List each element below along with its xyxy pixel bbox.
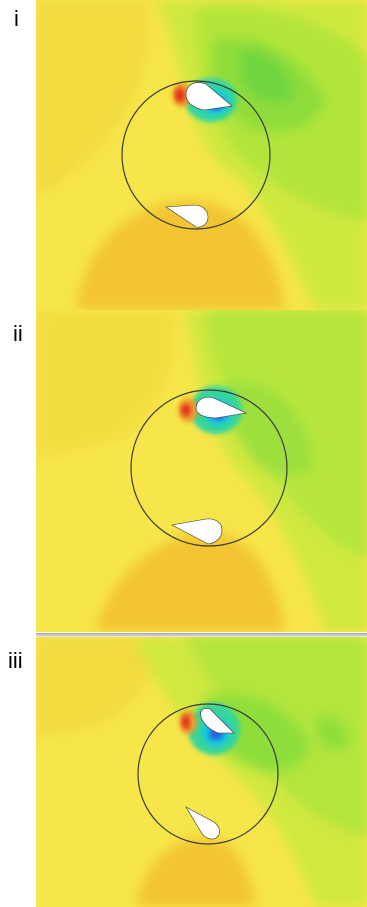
contour-plot-i <box>36 0 367 310</box>
blade-top <box>195 397 248 419</box>
blade-top <box>200 708 235 734</box>
blade-bottom <box>171 518 223 545</box>
panel-label-i: i <box>14 6 19 31</box>
rotor-circle <box>130 389 288 547</box>
rotor-circle <box>121 80 271 230</box>
panel-label-iii: iii <box>8 648 23 673</box>
contour-panel-iii <box>36 637 367 907</box>
contour-panel-ii <box>36 310 367 632</box>
panel-divider <box>36 633 367 637</box>
rotor-circle <box>137 703 279 845</box>
contour-panel-i <box>36 0 367 310</box>
contour-plot-iii <box>36 637 367 907</box>
blade-bottom <box>165 204 209 228</box>
blade-bottom <box>185 806 220 840</box>
blade-top <box>185 82 233 111</box>
panel-label-ii: ii <box>13 321 23 346</box>
contour-plot-ii <box>36 310 367 632</box>
